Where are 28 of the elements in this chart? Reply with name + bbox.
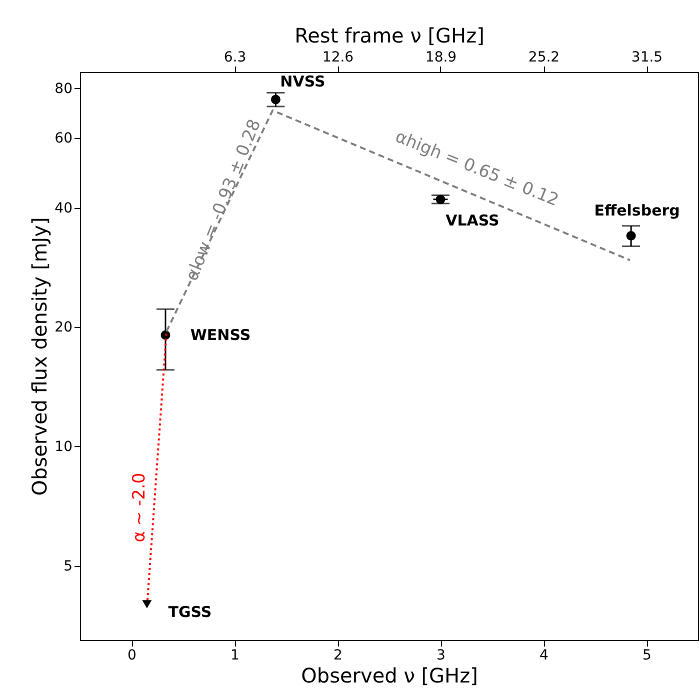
y-tick-label: 10 (54, 438, 72, 455)
x-tick-label: 1 (230, 648, 240, 664)
y-tick-label: 5 (64, 558, 72, 574)
y-tick-label: 20 (54, 320, 72, 336)
annotation: Effelsberg (594, 202, 680, 220)
annotation: WENSS (190, 326, 251, 344)
annotation: TGSS (168, 603, 212, 622)
x-tick-label: 0 (128, 648, 136, 664)
annotation: αhigh = 0.65 ± 0.12 (392, 126, 562, 211)
annotation: VLASS (446, 211, 500, 230)
y-tick-label: 80 (54, 80, 72, 97)
x2-tick-label: 25.2 (528, 50, 560, 66)
y-axis-title: Observed flux density [mJy] (28, 217, 52, 496)
point (142, 600, 152, 608)
x2-axis-title: Rest frame ν [GHz] (294, 24, 484, 48)
x2-tick-label: 12.6 (322, 50, 354, 66)
x2-tick-label: 31.5 (631, 50, 663, 66)
x-tick-label: 3 (436, 648, 446, 664)
x2-tick-label: 6.3 (224, 50, 246, 66)
y-tick-label: 40 (54, 200, 72, 216)
x-axis-title: Observed ν [GHz] (301, 664, 478, 688)
y-tick-label: 60 (54, 130, 72, 146)
x-tick-label: 4 (540, 648, 549, 664)
annotation: NVSS (280, 72, 326, 91)
annotation: α ~ -2.0 (129, 472, 150, 542)
x2-tick-label: 18.9 (425, 50, 457, 66)
x-tick-label: 5 (642, 648, 652, 664)
x-tick-label: 2 (334, 648, 342, 664)
